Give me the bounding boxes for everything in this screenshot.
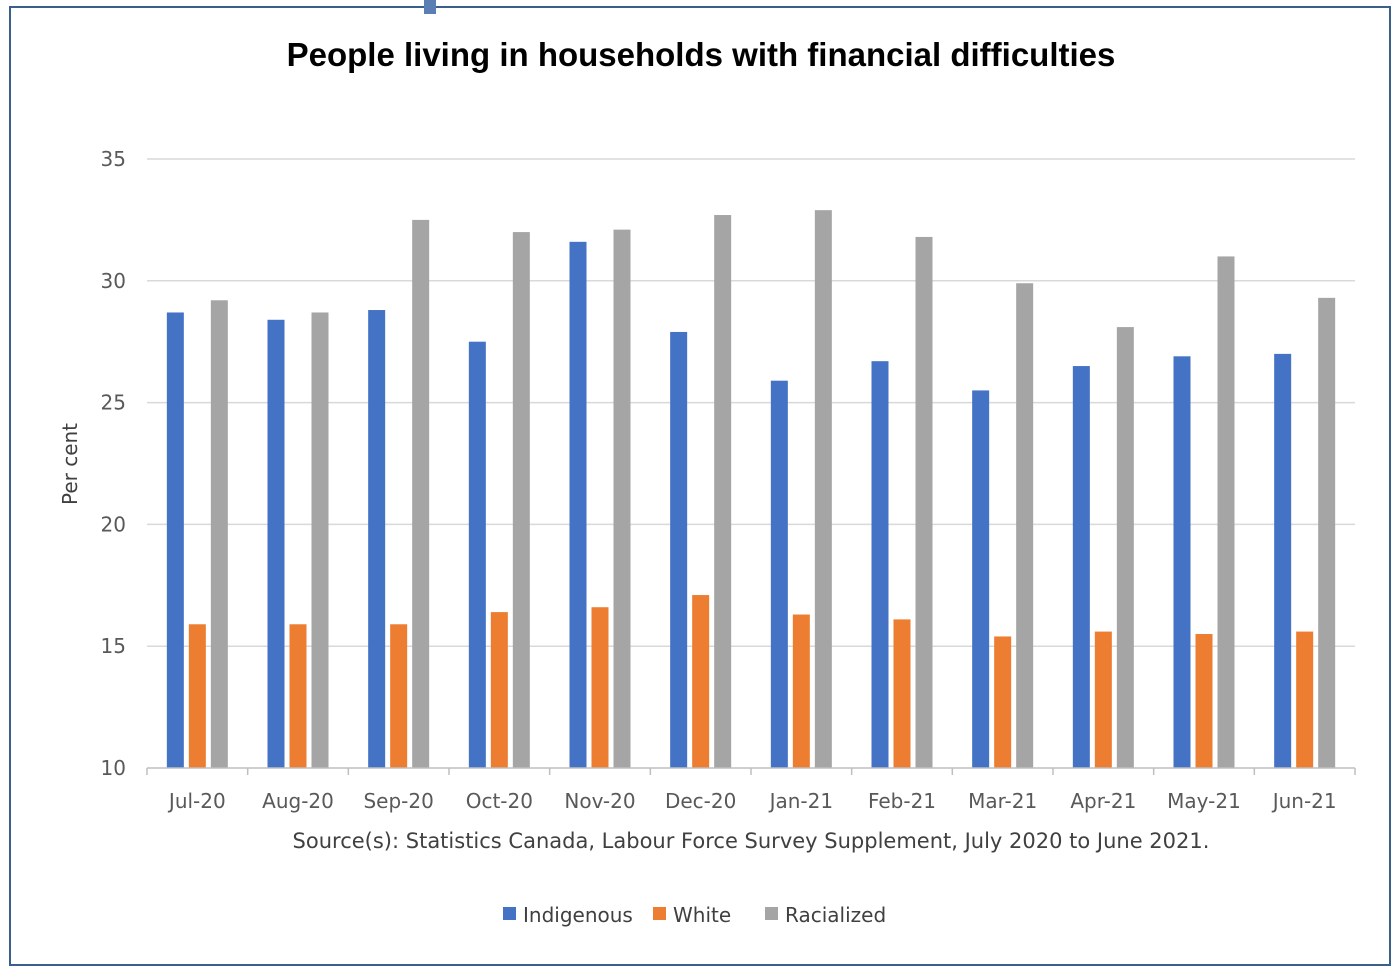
bar-white-jan-21 — [792, 614, 810, 768]
y-tick-label: 20 — [101, 512, 126, 536]
x-tick-label: Nov-20 — [564, 789, 635, 813]
bar-racialized-jul-20 — [210, 300, 228, 768]
bar-white-sep-20 — [390, 624, 408, 768]
bar-white-may-21 — [1195, 634, 1213, 768]
gridlines — [147, 158, 1355, 647]
x-tick-label: Jun-21 — [1271, 789, 1337, 813]
bar-white-jul-20 — [188, 624, 206, 768]
x-axis: Jul-20 Aug-20 Sep-20 Oct-20 Nov-20 Dec-20 Jan-… — [146, 767, 1356, 813]
x-tick-label: May-21 — [1167, 789, 1241, 813]
legend-label-white: White — [673, 903, 731, 927]
bar-indigenous-jul-20 — [166, 312, 184, 768]
source-note: Source(s): Statistics Canada, Labour For… — [293, 829, 1210, 853]
x-tick-label: Aug-20 — [262, 789, 334, 813]
y-axis-label: Per cent — [58, 423, 82, 505]
legend-label-racialized: Racialized — [785, 903, 886, 927]
bar-indigenous-feb-21 — [871, 361, 889, 768]
bar-racialized-jun-21 — [1318, 297, 1336, 768]
legend-swatch-racialized — [765, 907, 778, 920]
x-tick-label: Apr-21 — [1070, 789, 1136, 813]
bars — [166, 210, 1336, 769]
window-tab-marker — [424, 0, 436, 14]
bar-racialized-feb-21 — [915, 236, 933, 768]
x-tick-label: Dec-20 — [665, 789, 736, 813]
bar-indigenous-aug-20 — [267, 319, 285, 768]
bar-white-nov-20 — [591, 607, 609, 768]
y-tick-label: 10 — [101, 756, 126, 780]
bar-racialized-oct-20 — [512, 232, 530, 768]
x-tick-label: Jan-21 — [768, 789, 834, 813]
bar-white-aug-20 — [289, 624, 307, 768]
bar-indigenous-may-21 — [1173, 356, 1191, 768]
bar-white-mar-21 — [994, 636, 1012, 768]
chart-title: People living in households with financi… — [287, 36, 1116, 73]
bar-racialized-aug-20 — [311, 312, 329, 768]
y-axis-ticks: 10 15 20 25 30 35 — [101, 147, 126, 780]
legend-swatch-indigenous — [503, 907, 516, 920]
bar-racialized-nov-20 — [613, 229, 631, 769]
y-tick-label: 35 — [101, 147, 126, 171]
bar-white-dec-20 — [692, 595, 710, 768]
legend: Indigenous White Racialized — [503, 903, 886, 927]
bar-indigenous-dec-20 — [670, 331, 688, 768]
bar-white-oct-20 — [490, 612, 508, 768]
bar-racialized-sep-20 — [412, 219, 430, 768]
y-tick-label: 25 — [101, 391, 126, 415]
x-tick-label: Mar-21 — [968, 789, 1037, 813]
bar-indigenous-jan-21 — [770, 380, 788, 768]
bar-racialized-jan-21 — [814, 210, 832, 768]
bar-racialized-may-21 — [1217, 256, 1235, 768]
bar-indigenous-oct-20 — [468, 341, 486, 768]
legend-label-indigenous: Indigenous — [523, 903, 633, 927]
chart-frame — [9, 6, 1391, 966]
legend-swatch-white — [653, 907, 666, 920]
x-tick-label: Oct-20 — [466, 789, 533, 813]
bar-white-feb-21 — [893, 619, 911, 768]
bar-indigenous-jun-21 — [1274, 353, 1292, 768]
bar-white-jun-21 — [1296, 631, 1314, 768]
bar-white-apr-21 — [1094, 631, 1112, 768]
bar-indigenous-sep-20 — [368, 310, 386, 768]
bar-indigenous-apr-21 — [1072, 366, 1090, 768]
x-tick-label: Jul-20 — [167, 789, 226, 813]
bar-indigenous-mar-21 — [972, 390, 990, 768]
bar-indigenous-nov-20 — [569, 241, 587, 769]
bar-racialized-mar-21 — [1016, 283, 1034, 768]
bar-racialized-apr-21 — [1116, 327, 1134, 768]
x-tick-label: Feb-21 — [868, 789, 936, 813]
x-tick-label: Sep-20 — [363, 789, 433, 813]
y-tick-label: 15 — [101, 634, 126, 658]
y-tick-label: 30 — [101, 269, 126, 293]
bar-racialized-dec-20 — [714, 215, 732, 768]
